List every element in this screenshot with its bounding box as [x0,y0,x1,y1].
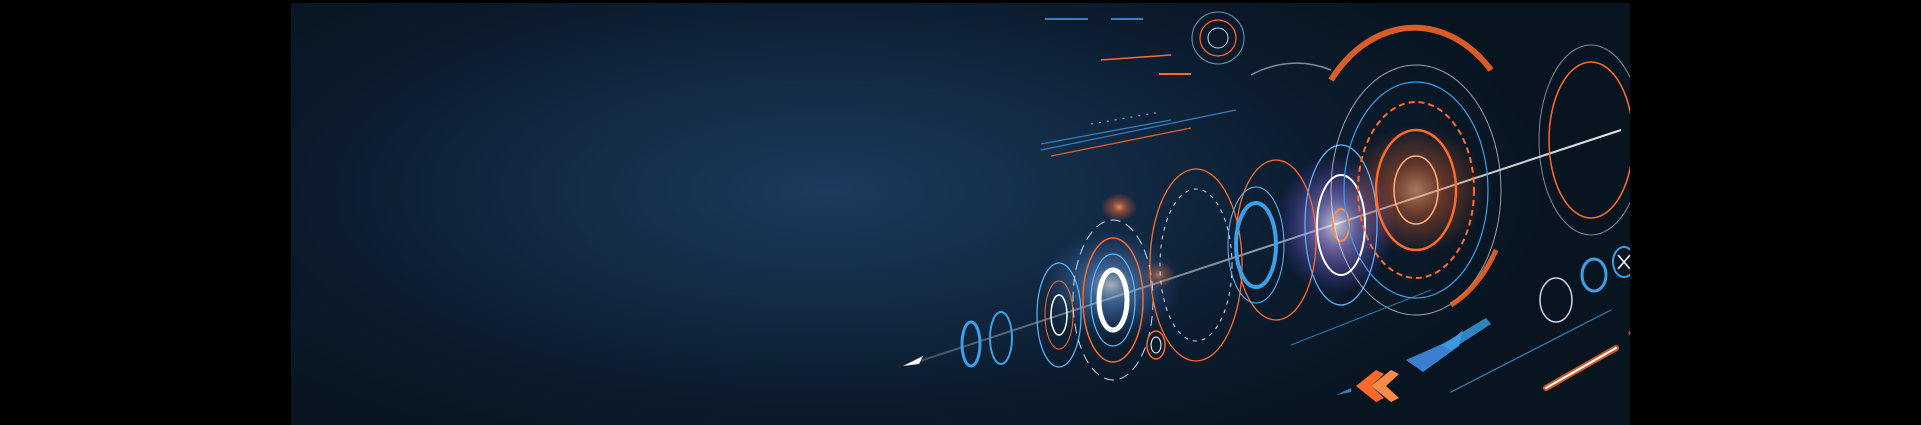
hud-ring-large [1250,24,1502,316]
hud-ring-white [1072,219,1154,381]
hud-graphic [291,0,1630,402]
scale-marks-left [1040,109,1237,157]
scale-marks-top [1045,18,1191,75]
arrow-icon [1406,318,1491,372]
hud-controls [1539,246,1630,323]
light-streaks [1290,289,1630,393]
hud-rings-left [960,262,1082,368]
hud-panel [291,0,1630,425]
x-circle-icon [1612,246,1630,278]
chevron-icon [1336,370,1399,402]
hud-rings-mid [1146,144,1378,362]
arrow-icon [903,356,923,366]
target-icon [1580,257,1608,293]
hud-ring-icon [1191,11,1245,65]
beam-axis [903,129,1622,366]
hud-rings-right [1538,44,1630,236]
